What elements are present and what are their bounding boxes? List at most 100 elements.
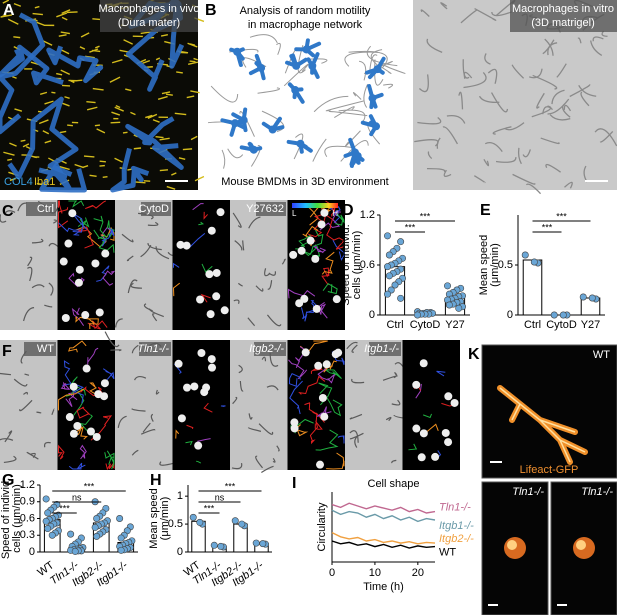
decor bbox=[201, 263, 213, 273]
decor bbox=[79, 46, 86, 50]
panel-letter: H bbox=[150, 472, 162, 489]
decor bbox=[4, 430, 13, 443]
decor bbox=[436, 370, 446, 377]
y-tick-label: 0.6 bbox=[20, 512, 35, 524]
decor bbox=[73, 426, 88, 440]
cell bbox=[261, 116, 285, 132]
decor bbox=[351, 378, 365, 384]
x-tick-label: CytoD bbox=[410, 319, 441, 331]
data-point bbox=[455, 304, 463, 312]
decor bbox=[187, 42, 198, 48]
decor bbox=[417, 453, 426, 462]
decor bbox=[206, 310, 215, 319]
data-point bbox=[383, 232, 391, 240]
decor bbox=[412, 380, 421, 389]
decor bbox=[525, 183, 542, 195]
decor bbox=[109, 76, 121, 83]
decor bbox=[39, 91, 48, 95]
x-tick-label: CytoD bbox=[546, 319, 577, 331]
decor bbox=[344, 51, 379, 67]
panel-letter: B bbox=[205, 2, 217, 19]
decor bbox=[194, 441, 203, 450]
decor bbox=[42, 40, 53, 46]
decor bbox=[247, 317, 256, 327]
decor bbox=[306, 236, 315, 245]
decor bbox=[141, 59, 151, 65]
data-point bbox=[259, 540, 267, 548]
decor bbox=[288, 373, 301, 387]
data-point bbox=[413, 311, 421, 319]
decor bbox=[307, 220, 323, 244]
decor bbox=[419, 359, 428, 368]
image-wt bbox=[481, 344, 617, 479]
decor bbox=[115, 318, 123, 328]
decor bbox=[547, 98, 570, 115]
genotype-label: Itgb2-/- bbox=[249, 343, 284, 355]
x-tick-label: 20 bbox=[412, 567, 424, 579]
decor bbox=[212, 292, 221, 301]
data-point bbox=[48, 531, 56, 539]
decor bbox=[511, 64, 525, 79]
decor bbox=[312, 304, 321, 313]
cell bbox=[368, 94, 377, 103]
decor bbox=[301, 348, 310, 357]
decor bbox=[412, 424, 421, 433]
panel-letter: F bbox=[2, 343, 12, 360]
decor bbox=[117, 415, 127, 428]
decor bbox=[182, 148, 193, 151]
y-tick-label: 1.2 bbox=[20, 479, 35, 491]
decor bbox=[80, 386, 104, 397]
decor bbox=[444, 438, 453, 447]
decor bbox=[75, 265, 84, 274]
decor bbox=[325, 100, 364, 112]
decor bbox=[165, 93, 173, 96]
data-point bbox=[210, 541, 218, 549]
decor bbox=[306, 300, 318, 314]
significance-label: *** bbox=[84, 481, 95, 491]
decor bbox=[110, 147, 150, 193]
decor bbox=[65, 392, 78, 407]
decor bbox=[391, 459, 397, 464]
decor bbox=[11, 75, 17, 79]
decor bbox=[288, 359, 308, 380]
decor bbox=[131, 449, 139, 456]
decor bbox=[556, 63, 567, 78]
decor bbox=[46, 45, 104, 84]
data-point bbox=[116, 514, 124, 522]
decor bbox=[86, 101, 96, 104]
decor bbox=[185, 440, 193, 446]
image-phase bbox=[115, 200, 173, 330]
decor bbox=[382, 375, 397, 381]
decor bbox=[346, 341, 358, 350]
y-axis-label: Speed of individ. bbox=[0, 478, 12, 559]
cell bbox=[231, 107, 248, 133]
decor bbox=[3, 151, 15, 156]
decor bbox=[337, 435, 345, 444]
decor bbox=[266, 314, 282, 327]
decor bbox=[0, 12, 46, 135]
label-bg bbox=[100, 0, 198, 32]
chart-title: Cell shape bbox=[368, 478, 420, 490]
decor bbox=[176, 240, 185, 249]
image-phase bbox=[115, 340, 173, 470]
decor bbox=[122, 131, 128, 134]
decor bbox=[140, 31, 152, 35]
decor bbox=[123, 39, 133, 45]
decor bbox=[531, 105, 552, 118]
decor bbox=[594, 128, 617, 147]
decor bbox=[247, 427, 262, 432]
panel-title: Macrophages in vitro bbox=[512, 3, 614, 15]
decor bbox=[111, 111, 121, 116]
decor bbox=[68, 200, 85, 208]
data-point bbox=[42, 517, 50, 525]
decor bbox=[68, 272, 85, 288]
cell bbox=[576, 540, 586, 550]
decor bbox=[58, 200, 63, 214]
decor bbox=[19, 399, 33, 412]
significance-label: ns bbox=[215, 492, 225, 502]
decor bbox=[298, 375, 326, 395]
decor bbox=[24, 373, 30, 376]
decor bbox=[140, 429, 156, 435]
significance-label: *** bbox=[420, 211, 431, 221]
data-point bbox=[443, 282, 451, 290]
